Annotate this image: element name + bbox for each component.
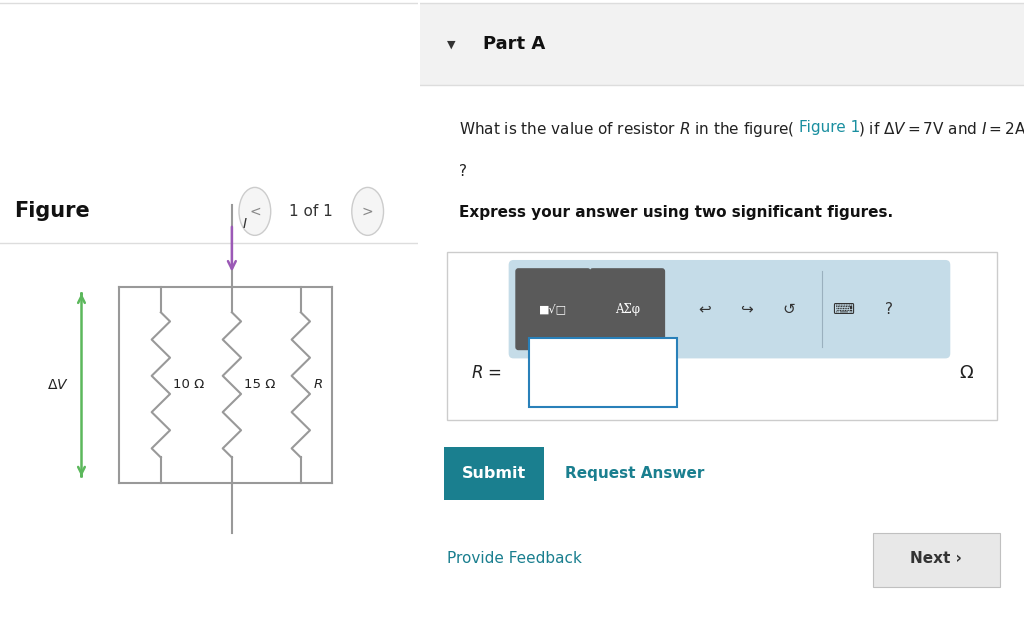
Text: Next ›: Next › (910, 551, 963, 566)
FancyBboxPatch shape (590, 268, 666, 350)
Circle shape (352, 187, 384, 235)
Text: $R$: $R$ (313, 379, 324, 391)
FancyBboxPatch shape (444, 447, 544, 500)
FancyBboxPatch shape (420, 3, 1024, 85)
FancyBboxPatch shape (447, 252, 996, 420)
Text: $R$ =: $R$ = (471, 364, 502, 382)
Text: ΑΣφ: ΑΣφ (614, 303, 640, 316)
Text: What is the value of resistor $R$ in the figure(: What is the value of resistor $R$ in the… (459, 120, 795, 139)
FancyBboxPatch shape (528, 338, 677, 408)
Text: ?: ? (459, 164, 467, 179)
FancyBboxPatch shape (509, 260, 950, 358)
Text: ↪: ↪ (740, 302, 753, 317)
Text: $I$: $I$ (243, 217, 248, 231)
Text: ▼: ▼ (447, 39, 456, 49)
Text: Request Answer: Request Answer (565, 466, 705, 481)
Text: ) if $\Delta V = 7\mathrm{V}$ and $I = 2\mathrm{A}$: ) if $\Delta V = 7\mathrm{V}$ and $I = 2… (858, 120, 1024, 138)
Text: Figure 1: Figure 1 (800, 120, 860, 135)
Text: ?: ? (885, 302, 893, 317)
Text: Submit: Submit (462, 466, 525, 481)
Circle shape (239, 187, 270, 235)
Text: 10 Ω: 10 Ω (173, 379, 205, 391)
Text: Express your answer using two significant figures.: Express your answer using two significan… (459, 205, 893, 220)
FancyBboxPatch shape (872, 533, 999, 587)
Text: Figure: Figure (14, 201, 90, 221)
Text: ■√□: ■√□ (539, 304, 567, 315)
Text: Provide Feedback: Provide Feedback (447, 551, 582, 566)
Text: 15 Ω: 15 Ω (245, 379, 275, 391)
Text: ↩: ↩ (698, 302, 711, 317)
Text: ⌨: ⌨ (833, 302, 854, 317)
Text: ↺: ↺ (782, 302, 796, 317)
FancyBboxPatch shape (515, 268, 591, 350)
Text: Part A: Part A (483, 35, 546, 53)
Text: $\Delta V$: $\Delta V$ (47, 378, 69, 392)
Text: Ω: Ω (959, 364, 973, 382)
Text: <: < (249, 204, 261, 218)
Text: >: > (361, 204, 374, 218)
Text: 1 of 1: 1 of 1 (290, 204, 333, 219)
